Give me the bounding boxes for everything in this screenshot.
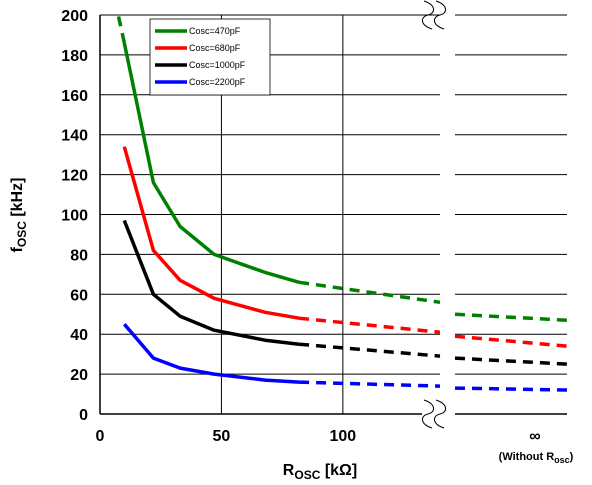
x-axis-title: ROSC [kΩ] <box>283 462 357 482</box>
y-tick-label: 0 <box>79 407 88 424</box>
y-tick-label: 80 <box>70 247 88 264</box>
legend-label: Cosc=470pF <box>189 26 241 36</box>
legend-label: Cosc=2200pF <box>189 77 246 87</box>
y-tick-label: 100 <box>61 208 88 225</box>
x-tick-label: 0 <box>96 428 105 445</box>
series-line-dashed <box>298 280 441 305</box>
y-tick-label: 60 <box>70 287 88 304</box>
axis-break-mark <box>422 0 434 30</box>
series-line-dashed <box>299 380 441 388</box>
y-axis-title: fOSC [kHz] <box>9 178 29 253</box>
series-line-infinity <box>454 334 568 348</box>
series-line-infinity <box>454 312 568 322</box>
y-tick-label: 120 <box>61 168 88 185</box>
x-tick-label: 50 <box>213 428 231 445</box>
series-line-infinity <box>454 356 568 366</box>
series-line-solid <box>122 42 300 284</box>
series-line-infinity <box>454 386 568 392</box>
axis-break-marks <box>422 0 446 429</box>
series-line-solid <box>122 219 300 346</box>
series-line-dashed <box>116 14 127 44</box>
axis-break-mark <box>434 0 446 30</box>
series-line-solid <box>122 323 300 384</box>
legend-label: Cosc=680pF <box>189 43 241 53</box>
y-tick-label: 140 <box>61 128 88 145</box>
axis-break-mark <box>422 399 434 429</box>
axes <box>99 14 567 415</box>
y-tick-label: 40 <box>70 327 88 344</box>
legend: Cosc=470pF Cosc=680pF Cosc=1000pF Cosc=2200… <box>149 18 271 96</box>
x-tick-labels: 0 50 100 <box>96 428 357 445</box>
axis-break-mark <box>434 399 446 429</box>
series-lines <box>116 14 568 392</box>
x-tick-label: 100 <box>330 428 357 445</box>
y-tick-label: 180 <box>61 48 88 65</box>
series-line-dashed <box>298 342 441 358</box>
series-line-dashed <box>298 316 441 334</box>
y-tick-labels: 0 20 40 60 80 100 120 140 160 180 200 <box>61 8 88 424</box>
series-line-solid <box>122 146 300 320</box>
legend-label: Cosc=1000pF <box>189 60 246 70</box>
infinity-tick-label: ∞ <box>529 428 540 445</box>
infinity-note: (Without Rosc) <box>499 451 574 465</box>
y-tick-label: 160 <box>61 88 88 105</box>
y-tick-label: 200 <box>61 8 88 25</box>
y-tick-label: 20 <box>70 367 88 384</box>
